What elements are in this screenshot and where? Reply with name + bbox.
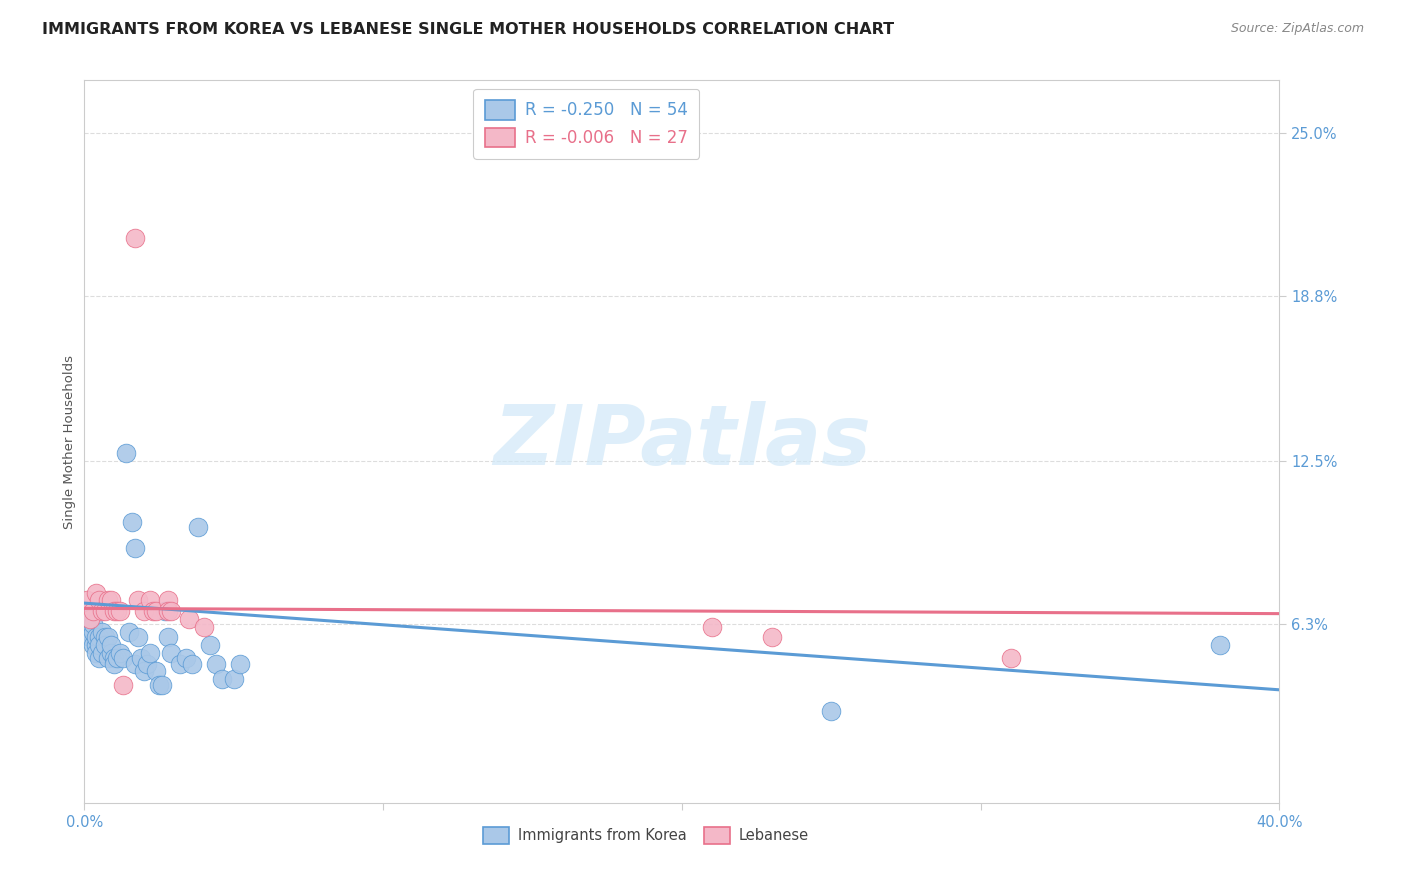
Point [91, 604, 114, 618]
Point [103, 651, 125, 665]
Text: Source: ZipAtlas.com: Source: ZipAtlas.com [1230, 22, 1364, 36]
Point [222, 673, 245, 687]
Point [145, 604, 167, 618]
Point [97, 593, 120, 607]
Point [86, 638, 108, 652]
Point [150, 677, 173, 691]
Point [127, 630, 149, 644]
Point [142, 604, 165, 618]
Point [129, 651, 152, 665]
Point [157, 593, 180, 607]
Point [97, 630, 120, 644]
Legend: Immigrants from Korea, Lebanese: Immigrants from Korea, Lebanese [477, 822, 815, 850]
Point [145, 665, 167, 679]
Point [82, 617, 104, 632]
Point [700, 620, 723, 634]
Point [118, 625, 141, 640]
Point [89, 651, 111, 665]
Point [820, 704, 842, 718]
Point [100, 593, 122, 607]
Point [100, 646, 122, 660]
Point [97, 651, 120, 665]
Point [205, 657, 228, 671]
Point [79, 612, 101, 626]
Point [181, 657, 204, 671]
Point [124, 541, 146, 555]
Point [105, 604, 128, 618]
Point [112, 677, 135, 691]
Point [86, 585, 108, 599]
Point [157, 630, 180, 644]
Point [761, 630, 783, 644]
Point [76, 620, 98, 634]
Point [211, 673, 233, 687]
Point [124, 657, 146, 671]
Point [160, 604, 183, 618]
Point [94, 638, 117, 652]
Point [89, 593, 111, 607]
Point [79, 612, 101, 626]
Text: ZIPatlas: ZIPatlas [494, 401, 870, 482]
Point [198, 638, 221, 652]
Point [110, 646, 132, 660]
Point [121, 515, 143, 529]
Point [79, 625, 101, 640]
Point [76, 593, 98, 607]
Point [89, 630, 111, 644]
Point [100, 638, 122, 652]
Point [115, 446, 138, 460]
Point [76, 604, 98, 618]
Point [132, 665, 156, 679]
Point [127, 593, 149, 607]
Point [103, 604, 125, 618]
Point [94, 630, 117, 644]
Point [82, 604, 104, 618]
Point [91, 625, 114, 640]
Point [103, 657, 125, 671]
Point [112, 651, 135, 665]
Point [105, 651, 128, 665]
Point [110, 604, 132, 618]
Point [91, 646, 114, 660]
Point [94, 604, 117, 618]
Point [228, 657, 252, 671]
Point [139, 593, 162, 607]
Point [124, 231, 146, 245]
Point [86, 646, 108, 660]
Point [139, 646, 162, 660]
Y-axis label: Single Mother Households: Single Mother Households [63, 354, 76, 529]
Point [86, 630, 108, 644]
Point [148, 677, 170, 691]
Point [1209, 638, 1232, 652]
Point [160, 646, 183, 660]
Point [157, 604, 180, 618]
Point [89, 638, 111, 652]
Point [82, 625, 104, 640]
Point [169, 657, 191, 671]
Point [174, 651, 197, 665]
Point [177, 612, 200, 626]
Point [79, 630, 101, 644]
Point [187, 520, 209, 534]
Point [136, 657, 159, 671]
Point [1000, 651, 1022, 665]
Point [193, 620, 215, 634]
Point [82, 638, 104, 652]
Point [132, 604, 156, 618]
Text: IMMIGRANTS FROM KOREA VS LEBANESE SINGLE MOTHER HOUSEHOLDS CORRELATION CHART: IMMIGRANTS FROM KOREA VS LEBANESE SINGLE… [42, 22, 894, 37]
Point [153, 604, 176, 618]
